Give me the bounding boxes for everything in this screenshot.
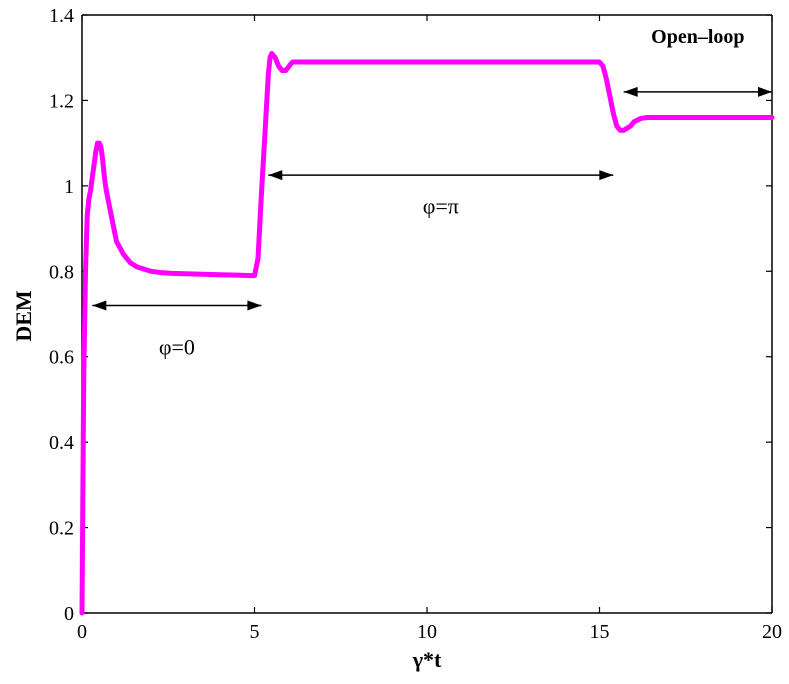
x-tick-label: 5: [250, 621, 260, 643]
y-ticks: 0 0.2 0.4 0.6 0.8 1 1.2 1.4: [49, 5, 772, 625]
x-tick-label: 20: [762, 621, 782, 643]
plot-frame: [81, 14, 773, 614]
y-tick-label: 0.2: [49, 518, 74, 540]
x-tick-label: 0: [77, 621, 87, 643]
arrow-head-left: [268, 170, 283, 181]
y-tick-label: 1.4: [49, 5, 74, 27]
x-tick-label: 10: [417, 621, 437, 643]
arrow-head-left: [623, 86, 638, 97]
annotation-label: Open–loop: [651, 26, 744, 48]
y-tick-label: 0.4: [49, 432, 74, 454]
x-axis-title: γ*t: [412, 647, 442, 672]
annotation-label: φ=0: [159, 335, 195, 360]
annotations: φ=0 φ=π Open–loop: [92, 26, 772, 360]
arrow-head-right: [758, 86, 772, 97]
series-layer: [79, 50, 775, 616]
x-ticks: 0 5 10 15 20: [77, 15, 782, 643]
series-line: [79, 50, 775, 616]
y-tick-label: 1.2: [49, 90, 74, 112]
y-axis-title: DEM: [11, 290, 36, 342]
arrow-head-left: [92, 300, 107, 311]
annotation-label: φ=π: [423, 194, 459, 219]
arrow-head-right: [599, 170, 614, 181]
arrow-head-right: [247, 300, 262, 311]
y-tick-label: 1: [64, 176, 74, 198]
y-tick-label: 0.8: [49, 261, 74, 283]
y-tick-label: 0: [64, 603, 74, 625]
y-tick-label: 0.6: [49, 347, 74, 369]
x-tick-label: 15: [590, 621, 610, 643]
